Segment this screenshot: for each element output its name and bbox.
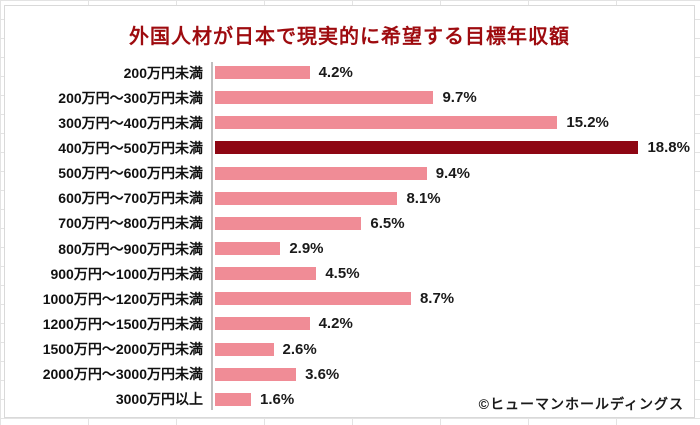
bar-zone: 3.6%	[213, 362, 688, 387]
bar-zone: 15.2%	[213, 110, 688, 135]
bar-zone: 4.2%	[213, 311, 688, 336]
category-label: 200万円未満	[123, 64, 203, 81]
chart-row: 1200万円～1500万円未満 4.2%	[15, 311, 688, 336]
copyright-credit: ©ヒューマンホールディングス	[478, 396, 684, 412]
bar-zone: 9.7%	[213, 85, 688, 110]
chart-row: 600万円～700万円未満 8.1%	[15, 186, 688, 211]
bar	[215, 317, 310, 331]
bar	[215, 116, 558, 130]
value-label: 1.6%	[260, 390, 295, 408]
chart-row: 400万円～500万円未満 18.8%	[15, 135, 690, 160]
plot-area: 200万円未満 4.2% 200万円～300万円未満 9.7% 300万円～40…	[15, 60, 690, 412]
category-label: 400万円～500万円未満	[58, 139, 203, 156]
bar	[215, 66, 310, 80]
value-label: 8.1%	[406, 189, 441, 207]
category-label: 1500万円～2000万円未満	[42, 341, 203, 358]
chart-row: 1000万円～1200万円未満 8.7%	[15, 286, 688, 311]
chart-row: 1500万円～2000万円未満 2.6%	[15, 337, 688, 362]
chart-row: 200万円未満 4.2%	[15, 60, 688, 85]
value-label: 4.2%	[318, 315, 353, 333]
chart-row: 200万円～300万円未満 9.7%	[15, 85, 688, 110]
category-label: 700万円～800万円未満	[58, 215, 203, 232]
category-axis-line	[211, 62, 213, 410]
bar	[215, 191, 398, 205]
chart-row: 800万円～900万円未満 2.9%	[15, 236, 688, 261]
bar	[215, 267, 317, 281]
bar-zone: 2.9%	[213, 236, 688, 261]
bar	[215, 242, 281, 256]
bar-zone: 4.5%	[213, 261, 688, 286]
category-label: 1200万円～1500万円未満	[42, 315, 203, 332]
bar-zone: 8.1%	[213, 186, 688, 211]
category-label: 3000万円以上	[115, 391, 203, 408]
category-label: 200万円～300万円未満	[58, 89, 203, 106]
value-label: 3.6%	[305, 365, 340, 383]
bar	[215, 292, 411, 306]
category-label: 300万円～400万円未満	[58, 114, 203, 131]
bar-zone: 6.5%	[213, 211, 688, 236]
bar-zone: 4.2%	[213, 60, 688, 85]
chart-row: 500万円～600万円未満 9.4%	[15, 161, 688, 186]
bar-zone: 8.7%	[213, 286, 688, 311]
category-label: 2000万円～3000万円未満	[42, 366, 203, 383]
chart-row: 900万円～1000万円未満 4.5%	[15, 261, 688, 286]
bar-rows: 200万円未満 4.2% 200万円～300万円未満 9.7% 300万円～40…	[15, 60, 690, 412]
value-label: 9.4%	[435, 164, 470, 182]
bar	[215, 166, 427, 180]
bar	[215, 367, 297, 381]
value-label: 2.9%	[289, 240, 324, 258]
category-label: 800万円～900万円未満	[58, 240, 203, 257]
value-label: 9.7%	[442, 89, 477, 107]
bar	[215, 216, 362, 230]
bar	[215, 91, 434, 105]
value-label: 8.7%	[419, 290, 455, 308]
bar	[215, 141, 639, 155]
chart-row: 300万円～400万円未満 15.2%	[15, 110, 688, 135]
category-label: 1000万円～1200万円未満	[42, 290, 203, 307]
bar-zone: 1.6%	[213, 387, 688, 412]
value-label: 6.5%	[370, 214, 405, 232]
value-label: 18.8%	[647, 139, 690, 157]
value-label: 2.6%	[282, 340, 317, 358]
chart-row: 2000万円～3000万円未満 3.6%	[15, 362, 688, 387]
chart-title: 外国人材が日本で現実的に希望する目標年収額	[129, 26, 570, 48]
chart-container: 外国人材が日本で現実的に希望する目標年収額 200万円未満 4.2% 200万円…	[4, 5, 695, 418]
bar-zone: 18.8%	[213, 135, 690, 160]
chart-row: 3000万円以上 1.6%	[15, 387, 688, 412]
bar	[215, 392, 252, 406]
chart-row: 700万円～800万円未満 6.5%	[15, 211, 688, 236]
category-label: 600万円～700万円未満	[58, 190, 203, 207]
category-label: 500万円～600万円未満	[58, 165, 203, 182]
category-label: 900万円～1000万円未満	[50, 265, 203, 282]
bar-zone: 9.4%	[213, 161, 688, 186]
bar	[215, 342, 274, 356]
value-label: 15.2%	[566, 114, 609, 132]
bar-zone: 2.6%	[213, 337, 688, 362]
value-label: 4.5%	[325, 265, 360, 283]
value-label: 4.2%	[318, 64, 353, 82]
